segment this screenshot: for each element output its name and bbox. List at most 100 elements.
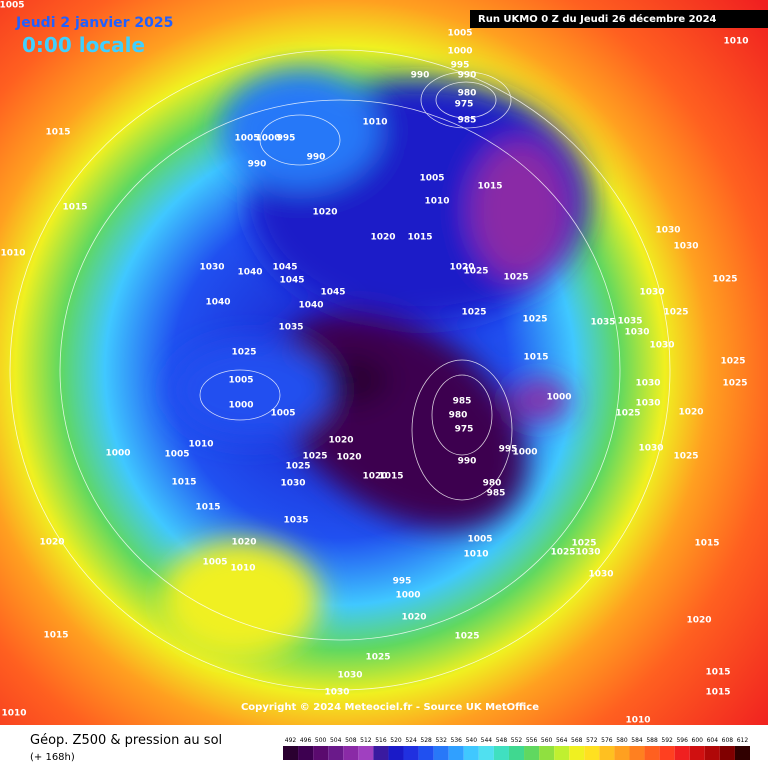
isobar-label: 1030	[575, 548, 600, 558]
isobar-label: 1045	[320, 288, 345, 298]
colorbar-cell	[614, 746, 630, 760]
isobar-label: 1005	[164, 450, 189, 460]
isobar-label: 1025	[522, 315, 547, 325]
isobar-label: 1010	[463, 550, 488, 560]
isobar-label: 995	[277, 134, 296, 144]
colorbar-cell	[388, 746, 404, 760]
run-banner	[470, 10, 768, 28]
isobar-label: 975	[455, 425, 474, 435]
footer-title: Géop. Z500 & pression au sol	[30, 733, 222, 748]
colorbar-cell	[659, 746, 675, 760]
isobar-label: 1030	[649, 341, 674, 351]
colorbar-tick-label: 584	[631, 737, 643, 744]
colorbar-tick-label: 576	[601, 737, 613, 744]
isobar-label: 995	[499, 445, 518, 455]
isobar-label: 995	[393, 577, 412, 587]
isobar-label: 1015	[407, 233, 432, 243]
isobar-label: 1020	[686, 616, 711, 626]
isobar-label: 1010	[0, 249, 25, 259]
isobar-label: 1025	[302, 452, 327, 462]
colorbar-tick-label: 596	[676, 737, 688, 744]
isobar-label: 1010	[424, 197, 449, 207]
colorbar-cell	[704, 746, 720, 760]
isobar-label: 1030	[673, 242, 698, 252]
colorbar-tick-label: 552	[511, 737, 523, 744]
isobar-label: 1030	[588, 570, 613, 580]
isobar-label: 980	[483, 479, 502, 489]
colorbar-tick-label: 580	[616, 737, 628, 744]
colorbar-cell	[629, 746, 645, 760]
isobar-label: 1015	[171, 478, 196, 488]
colorbar-tick-label: 520	[390, 737, 402, 744]
isobar-label: 1015	[62, 203, 87, 213]
isobar-label: 1025	[550, 548, 575, 558]
run-info: Run UKMO 0 Z du Jeudi 26 décembre 2024	[478, 13, 717, 25]
colorbar-tick-label: 564	[556, 737, 568, 744]
isobar-label: 1005	[467, 535, 492, 545]
isobar-label: 1010	[230, 564, 255, 574]
isobar-label: 990	[307, 153, 326, 163]
colorbar-cell	[674, 746, 690, 760]
isobar-label: 1025	[454, 632, 479, 642]
colorbar-tick-label: 544	[481, 737, 493, 744]
colorbar-cell	[358, 746, 374, 760]
colorbar-tick-label: 512	[360, 737, 372, 744]
colorbar-tick-label: 572	[586, 737, 598, 744]
isobar-label: 1020	[312, 208, 337, 218]
colorbar-tick-label: 604	[707, 737, 719, 744]
colorbar-tick-label: 556	[526, 737, 538, 744]
isobar-label: 1040	[237, 268, 262, 278]
isobar-label: 1005	[0, 1, 25, 11]
isobar-label: 1025	[461, 308, 486, 318]
colorbar-cell	[584, 746, 600, 760]
isobar-label: 1005	[228, 376, 253, 386]
isobar-label: 1015	[705, 688, 730, 698]
isobar-label: 1030	[635, 399, 660, 409]
isobar-label: 1025	[720, 357, 745, 367]
colorbar-tick-label: 504	[330, 737, 342, 744]
isobar-label: 1035	[283, 516, 308, 526]
colorbar-cell	[373, 746, 389, 760]
isobar-label: 990	[411, 71, 430, 81]
isobar-label: 1015	[195, 503, 220, 513]
colorbar-cell	[734, 746, 750, 760]
isobar-label: 1035	[278, 323, 303, 333]
isobar-label: 1020	[678, 408, 703, 418]
isobar-label: 1015	[694, 539, 719, 549]
colorbar-tick-label: 548	[496, 737, 508, 744]
colorbar-cell	[493, 746, 509, 760]
footer-subtitle: (+ 168h)	[30, 752, 75, 763]
isobar-label: 975	[455, 100, 474, 110]
isobar-label: 1020	[336, 453, 361, 463]
isobar-label: 1025	[722, 379, 747, 389]
isobar-label: 1010	[723, 37, 748, 47]
colorbar-tick-label: 508	[345, 737, 357, 744]
isobar-label: 1040	[205, 298, 230, 308]
colorbar-tick-label: 592	[661, 737, 673, 744]
colorbar-cell	[508, 746, 525, 760]
colorbar-tick-label: 612	[737, 737, 749, 744]
isobar-label: 1020	[39, 538, 64, 548]
isobar-label: 1025	[673, 452, 698, 462]
isobar-label: 1040	[298, 301, 323, 311]
isobar-label: 1000	[105, 449, 130, 459]
colorbar-cell	[524, 746, 540, 760]
isobar-label: 1015	[45, 128, 70, 138]
isobar-label: 1030	[624, 328, 649, 338]
isobar-label: 1045	[272, 263, 297, 273]
colorbar-cell	[599, 746, 615, 760]
colorbar-tick-label: 608	[722, 737, 734, 744]
isobar-label: 1025	[615, 409, 640, 419]
isobar-label: 1000	[546, 393, 571, 403]
colorbar-cell	[418, 746, 434, 760]
isobar-label: 1030	[638, 444, 663, 454]
isobar-label: 1025	[663, 308, 688, 318]
colorbar-tick-label: 568	[571, 737, 583, 744]
colorbar-tick-label: 536	[451, 737, 463, 744]
isobar-label: 1000	[447, 47, 472, 57]
isobar-label: 1030	[635, 379, 660, 389]
colorbar-tick-label: 524	[405, 737, 417, 744]
colorbar-cell	[463, 746, 479, 760]
